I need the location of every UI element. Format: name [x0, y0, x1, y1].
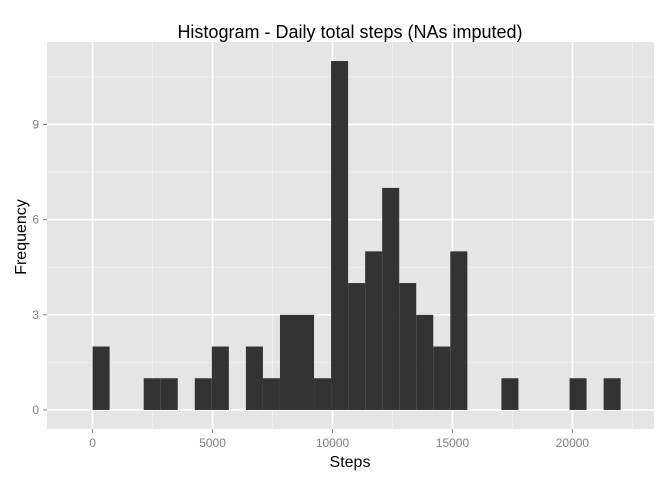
x-tick-label: 10000: [316, 436, 350, 450]
histogram-bar: [501, 378, 519, 410]
histogram-bars: [92, 61, 621, 410]
histogram-bar: [245, 346, 263, 410]
y-axis-ticks: 0 3 6 9: [32, 117, 47, 417]
histogram-bar: [279, 314, 297, 410]
histogram-bar: [416, 314, 434, 410]
histogram-bar: [569, 378, 587, 410]
histogram-bar: [433, 346, 451, 410]
histogram-bar: [160, 378, 178, 410]
histogram-bar: [92, 346, 110, 410]
x-tick-label: 5000: [199, 436, 226, 450]
histogram-bar: [262, 378, 280, 410]
histogram-bar: [211, 346, 229, 410]
y-tick-label: 6: [32, 213, 39, 227]
histogram-bar: [365, 251, 383, 410]
x-tick-label: 15000: [436, 436, 470, 450]
y-tick-label: 9: [32, 117, 39, 131]
histogram-bar: [603, 378, 621, 410]
x-axis-ticks: 0 5000 10000 15000 20000: [89, 429, 589, 450]
histogram-bar: [450, 251, 468, 410]
x-axis-title: Steps: [330, 454, 371, 471]
x-tick-label: 20000: [556, 436, 590, 450]
histogram-bar: [194, 378, 212, 410]
histogram-bar: [314, 378, 332, 410]
histogram-bar: [382, 187, 400, 410]
chart-title: Histogram - Daily total steps (NAs imput…: [177, 22, 522, 42]
histogram-bar: [143, 378, 161, 410]
y-tick-label: 3: [32, 308, 39, 322]
histogram-bar: [331, 61, 349, 410]
y-tick-label: 0: [32, 403, 39, 417]
histogram-bar: [399, 283, 417, 410]
x-tick-label: 0: [89, 436, 96, 450]
histogram-bar: [348, 283, 366, 410]
y-axis-title: Frequency: [13, 199, 30, 275]
histogram-bar: [296, 314, 315, 410]
